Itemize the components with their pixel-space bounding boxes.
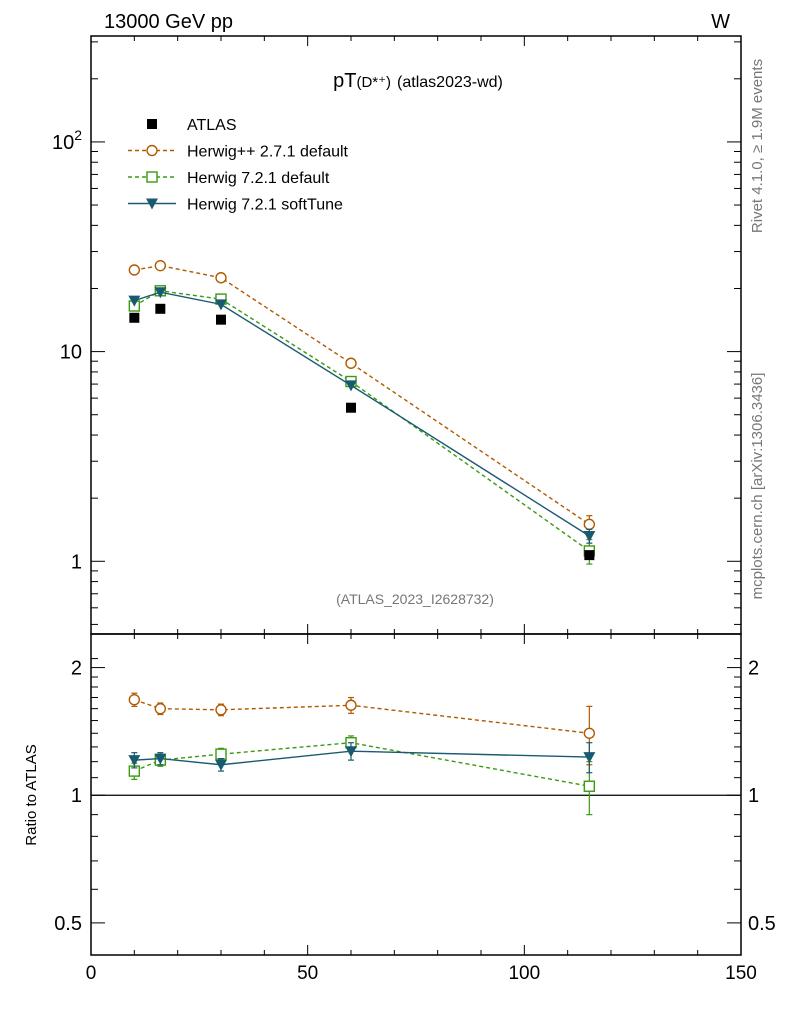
data-point [583,780,596,792]
data-point [345,357,357,369]
series-line [133,290,590,552]
legend-item: Herwig 7.2.1 softTune [128,197,343,214]
legend-item: ATLAS [147,117,237,134]
header-right: W [711,11,730,33]
data-point [583,518,596,531]
ratio-y-tick-label-right: 2 [748,658,759,680]
legend-marker [147,119,157,129]
ratio-y-tick-label: 0.5 [54,913,82,935]
data-point [345,380,357,392]
plot-title: pT(D*⁺) (atlas2023-wd) [333,70,503,92]
data-point [215,748,227,760]
x-tick-label: 150 [725,963,757,984]
data-point [215,272,227,284]
series-line [134,264,590,525]
legend-label: Herwig 7.2.1 softTune [187,197,343,214]
legend-marker [146,171,158,183]
x-tick-label: 100 [508,963,540,984]
data-point [216,314,226,325]
title-main: pT [333,70,356,92]
mcplots-label: mcplots.cern.ch [arXiv:1306.3436] [749,373,766,600]
x-tick-label: 0 [86,963,97,984]
series-ratio-herwig-7-2-1-default [128,735,596,816]
data-point [346,402,356,413]
series-main-herwig-7-2-1-softtune [128,287,596,544]
title-sub: (D*⁺) [356,74,391,91]
series-line [134,699,590,734]
series-main-herwig-2-7-1-default [128,259,596,535]
title-tag: (atlas2023-wd) [397,74,503,91]
legend-marker [146,144,158,157]
data-point [154,287,167,299]
data-point [583,752,596,764]
legend-item: Herwig 7.2.1 default [128,170,330,187]
rivet-label: Rivet 4.1.0, ≥ 1.9M events [749,59,766,233]
data-point [583,531,596,543]
legend-item: Herwig++ 2.7.1 default [128,144,349,161]
ratio-y-tick-label: 1 [71,785,82,807]
data-point [345,746,357,758]
header-left: 13000 GeV pp [104,11,233,33]
data-point [345,699,357,711]
y-tick-label: 102 [52,127,82,154]
data-point [128,693,141,706]
series-main-herwig-7-2-1-default [128,285,596,565]
series-main-atlas [129,303,595,561]
data-point [128,295,141,307]
data-point [154,259,167,272]
ratio-y-tick-label-right: 0.5 [748,913,776,935]
data-point [215,299,227,311]
analysis-tag: (ATLAS_2023_I2628732) [336,591,494,607]
legend-label: Herwig++ 2.7.1 default [187,144,349,161]
data-point [128,264,141,276]
data-point [129,312,140,323]
series-line [134,291,590,537]
ratio-y-tick-label: 2 [71,658,82,680]
data-point [128,755,141,767]
ratio-plot-frame [90,633,742,956]
legend-label: ATLAS [187,117,237,134]
series-line [134,742,590,787]
ratio-ylabel: Ratio to ATLAS [23,744,40,845]
data-point [584,550,595,561]
y-tick-label: 10 [60,342,82,364]
x-tick-label: 50 [297,963,318,984]
legend-marker [146,198,158,210]
data-point [155,303,166,314]
y-tick-label: 1 [71,551,82,573]
data-point [154,753,167,765]
data-point [215,759,227,771]
legend-label: Herwig 7.2.1 default [187,170,330,187]
data-point [154,702,167,715]
ratio-y-tick-label-right: 1 [748,785,759,807]
data-point [583,727,596,739]
series-ratio-herwig-2-7-1-default [128,692,596,766]
data-point [215,704,227,716]
series-ratio-herwig-7-2-1-softtune [128,742,596,774]
series-line [134,750,590,766]
